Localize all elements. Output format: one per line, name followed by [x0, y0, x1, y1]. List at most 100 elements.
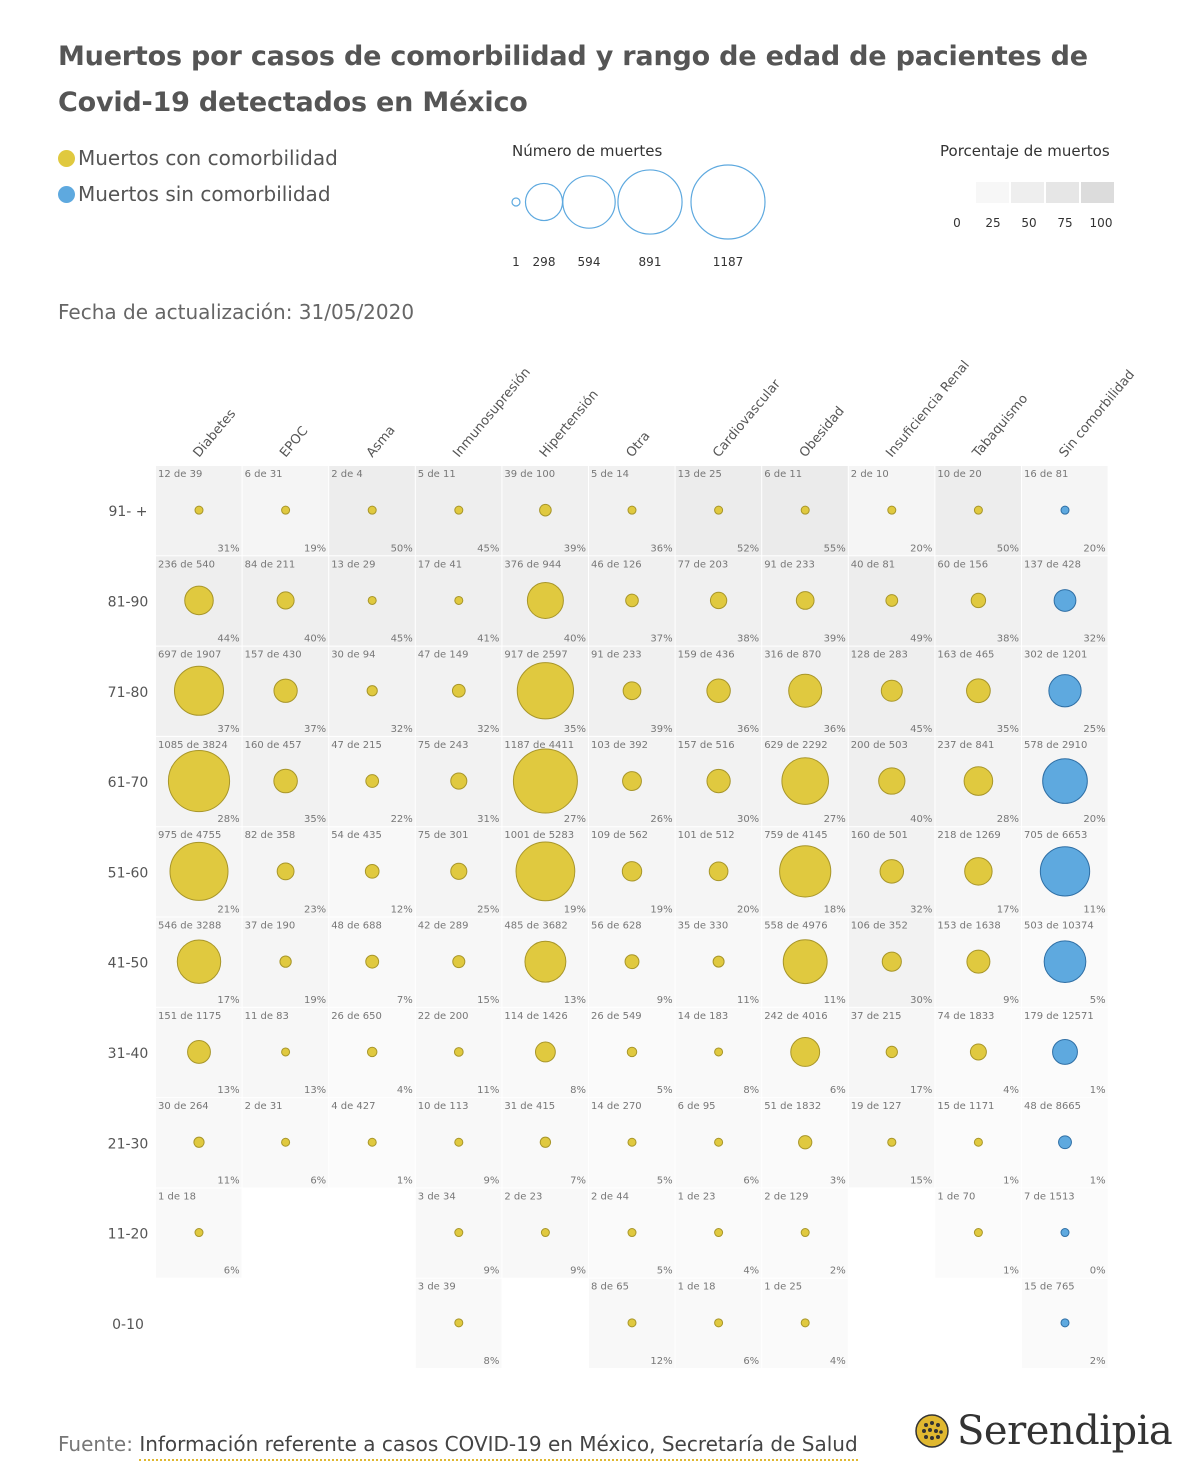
- bubble-without-comorbidity: [1043, 940, 1087, 983]
- cell-count-label: 35 de 330: [678, 921, 729, 932]
- cell-count-label: 236 de 540: [158, 559, 215, 570]
- cell-count-label: 1085 de 3824: [158, 740, 228, 751]
- bubble-with-comorbidity: [366, 685, 378, 697]
- cell-count-label: 14 de 183: [678, 1011, 729, 1022]
- bubble-with-comorbidity: [367, 595, 377, 605]
- cell-percent-label: 26%: [650, 814, 672, 825]
- cell-count-label: 75 de 301: [418, 830, 469, 841]
- bubble-with-comorbidity: [627, 1137, 637, 1147]
- cell-percent-label: 37%: [650, 634, 672, 645]
- cell-percent-label: 7%: [397, 995, 413, 1006]
- bubble-with-comorbidity: [450, 772, 468, 790]
- cell-percent-label: 11%: [477, 1085, 499, 1096]
- yellow-dot-icon: [58, 149, 75, 167]
- cell-count-label: 47 de 215: [331, 740, 382, 751]
- cell-percent-label: 45%: [910, 724, 932, 735]
- bubble-with-comorbidity: [367, 1137, 377, 1147]
- source-line: Fuente: Información referente a casos CO…: [58, 1432, 858, 1461]
- cell-count-label: 51 de 1832: [764, 1101, 821, 1112]
- cell-percent-label: 5%: [657, 1266, 673, 1277]
- cell-count-label: 917 de 2597: [504, 650, 567, 661]
- bubble-with-comorbidity: [788, 673, 823, 708]
- cell-percent-label: 39%: [564, 543, 586, 554]
- brand-name: Serendipia: [957, 1408, 1173, 1454]
- bubble-with-comorbidity: [800, 1318, 810, 1328]
- cell-percent-label: 0%: [1090, 1266, 1106, 1277]
- row-label: 11-20: [108, 1227, 149, 1243]
- cell-percent-label: 27%: [564, 814, 586, 825]
- bubble-with-comorbidity: [281, 1137, 291, 1147]
- cell-percent-label: 41%: [477, 634, 499, 645]
- percentage-legend-label: 100: [1090, 216, 1113, 230]
- bubble-with-comorbidity: [193, 1136, 205, 1148]
- cell-count-label: 157 de 430: [245, 650, 302, 661]
- source-link[interactable]: Información referente a casos COVID-19 e…: [139, 1432, 858, 1461]
- percentage-legend-title: Porcentaje de muertos: [940, 142, 1110, 160]
- cell-count-label: 376 de 944: [504, 559, 561, 570]
- bubble-with-comorbidity: [454, 505, 464, 515]
- row-label: 61-70: [108, 775, 149, 791]
- bubble-without-comorbidity: [1048, 674, 1082, 708]
- cell-count-label: 74 de 1833: [937, 1011, 994, 1022]
- cell-count-label: 485 de 3682: [504, 921, 567, 932]
- cell-count-label: 101 de 512: [678, 830, 735, 841]
- cell-percent-label: 45%: [391, 634, 413, 645]
- bubble-with-comorbidity: [800, 505, 810, 515]
- cell-count-label: 3 de 34: [418, 1191, 456, 1202]
- percentage-legend-swatch: [1011, 182, 1044, 203]
- cell-percent-label: 37%: [217, 724, 239, 735]
- bubble-with-comorbidity: [706, 678, 731, 703]
- size-legend: 1 298 594 891 1187: [511, 164, 766, 269]
- cell-percent-label: 5%: [657, 1175, 673, 1186]
- cell-count-label: 39 de 100: [504, 469, 555, 480]
- bubble-with-comorbidity: [781, 757, 829, 805]
- bubble-matrix-chart: Diabetes EPOC Asma Inmunosupresión Hipertens…: [108, 360, 1138, 1368]
- cell-percent-label: 36%: [824, 724, 846, 735]
- bubble-without-comorbidity: [1058, 1135, 1072, 1150]
- cell-percent-label: 6%: [310, 1175, 326, 1186]
- bubble-with-comorbidity: [281, 505, 291, 515]
- cell-percent-label: 35%: [564, 724, 586, 735]
- bubble-without-comorbidity: [1039, 846, 1091, 897]
- cell-count-label: 40 de 81: [851, 559, 895, 570]
- cell-count-label: 160 de 501: [851, 830, 908, 841]
- cell-percent-label: 1%: [1090, 1175, 1106, 1186]
- cell-percent-label: 28%: [997, 814, 1019, 825]
- cell-percent-label: 38%: [997, 634, 1019, 645]
- source-label: Fuente:: [58, 1432, 133, 1456]
- bubble-with-comorbidity: [706, 768, 731, 794]
- cell-percent-label: 12%: [650, 1356, 672, 1367]
- bubble-with-comorbidity: [714, 1228, 724, 1238]
- cell-percent-label: 9%: [484, 1266, 500, 1277]
- column-header: Insuficiencia Renal: [883, 360, 973, 461]
- cell-count-label: 3 de 39: [418, 1282, 456, 1293]
- legend-without-comorbidity-label: Muertos sin comorbilidad: [78, 182, 331, 206]
- cell-percent-label: 8%: [484, 1356, 500, 1367]
- size-legend-label: 1: [512, 255, 520, 269]
- cell-percent-label: 8%: [570, 1085, 586, 1096]
- cell-count-label: 19 de 127: [851, 1101, 902, 1112]
- cell-count-label: 151 de 1175: [158, 1011, 221, 1022]
- bubble-without-comorbidity: [1060, 505, 1070, 515]
- column-header: Obesidad: [797, 404, 848, 461]
- row-label: 91- +: [108, 504, 147, 520]
- bubble-with-comorbidity: [969, 1043, 987, 1061]
- bubble-with-comorbidity: [454, 1318, 464, 1328]
- cell-percent-label: 2%: [830, 1266, 846, 1277]
- bubble-with-comorbidity: [367, 505, 377, 515]
- bubble-with-comorbidity: [624, 954, 640, 970]
- cell-percent-label: 8%: [743, 1085, 759, 1096]
- cell-percent-label: 39%: [650, 724, 672, 735]
- size-legend-circle: [690, 164, 766, 240]
- bubble-with-comorbidity: [451, 683, 466, 698]
- cell-count-label: 15 de 1171: [937, 1101, 994, 1112]
- bubble-with-comorbidity: [273, 768, 298, 794]
- cell-count-label: 10 de 113: [418, 1101, 469, 1112]
- cell-count-label: 2 de 44: [591, 1191, 629, 1202]
- bubble-with-comorbidity: [627, 1228, 637, 1238]
- legend-with-comorbidity-label: Muertos con comorbilidad: [78, 146, 338, 170]
- cell-percent-label: 6%: [743, 1356, 759, 1367]
- cell-percent-label: 52%: [737, 543, 759, 554]
- cell-percent-label: 40%: [564, 634, 586, 645]
- cell-percent-label: 5%: [1090, 995, 1106, 1006]
